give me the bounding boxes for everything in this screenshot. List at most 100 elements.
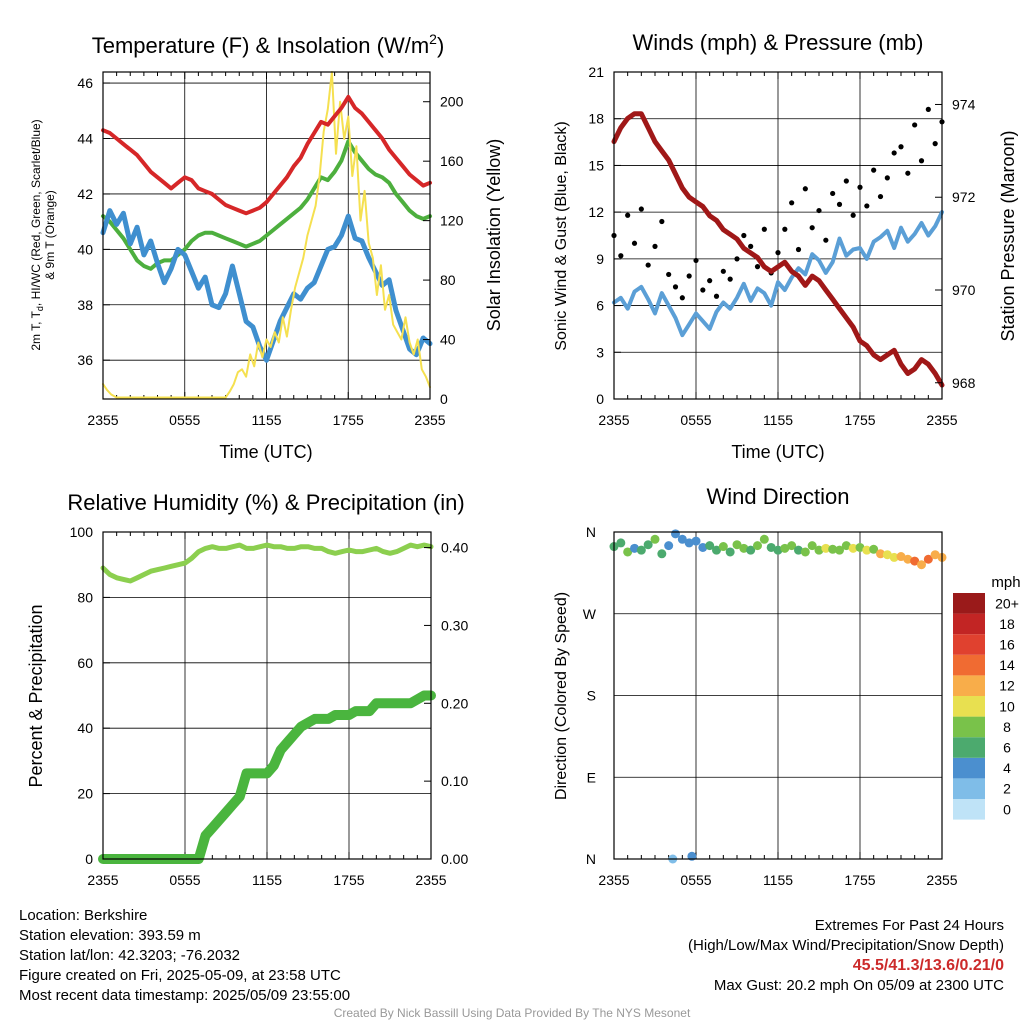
gust-point: [843, 178, 849, 184]
gust-point: [864, 203, 870, 209]
extremes-title: Extremes For Past 24 Hours: [814, 917, 1004, 934]
extremes-summary: Extremes For Past 24 Hours (High/Low/Max…: [688, 916, 1004, 996]
pressure-right-axis-label: Station Pressure (Maroon): [998, 130, 1018, 341]
y-right-tick-label: 200: [440, 94, 464, 110]
wind-panel-title: Winds (mph) & Pressure (mb): [633, 30, 924, 55]
y-right-tick-label: 0.10: [441, 773, 468, 789]
gust-point: [734, 256, 740, 262]
x-tick-label: 0555: [169, 872, 200, 888]
y-left-tick-label: 60: [77, 655, 93, 671]
temperature-axes-frame: [102, 71, 431, 400]
sonic-wind-line: [612, 210, 944, 338]
legend-color-swatch: [953, 778, 985, 799]
direction-grid: [613, 532, 943, 859]
legend-color-swatch: [953, 593, 985, 614]
y-right-tick-label: 970: [952, 282, 976, 298]
gust-point: [782, 226, 788, 232]
wind-direction-point: [725, 547, 735, 557]
y-right-tick-label: 0.30: [441, 617, 468, 633]
wind-direction-point: [630, 543, 639, 553]
direction-axes-frame: [613, 531, 943, 860]
x-tick-label: 0555: [680, 872, 711, 888]
y-right-tick-label: 0.00: [441, 851, 468, 867]
figure-created-time: Figure created on Fri, 2025-05-09, at 23…: [19, 967, 341, 984]
wind-left-axis-label: Sonic Wind & Gust (Blue, Black): [553, 121, 570, 350]
legend-level-label: 18: [999, 616, 1015, 632]
wind-direction-point: [917, 560, 926, 570]
wind-direction-point: [650, 534, 660, 544]
extremes-subtitle: (High/Low/Max Wind/Precipitation/Snow De…: [688, 937, 1004, 954]
wind-direction-point: [718, 542, 728, 552]
wind-direction-point: [643, 540, 653, 550]
station-pressure-line: [611, 111, 945, 388]
y-right-tick-label: 0: [440, 391, 448, 407]
wind-direction-point: [616, 538, 626, 548]
wind-direction-point: [766, 542, 776, 552]
legend-color-swatch: [953, 654, 985, 676]
wind-direction-point: [896, 552, 906, 562]
wind-direction-point: [705, 541, 715, 551]
wind-direction-point: [739, 543, 749, 553]
gust-point: [789, 200, 795, 206]
y-right-tick-label: 0.40: [441, 540, 468, 556]
gust-point: [932, 141, 938, 147]
y-left-tick-label: 46: [77, 75, 93, 91]
y-right-tick-label: 0.20: [441, 695, 468, 711]
y-left-tick-label: 18: [588, 111, 604, 127]
x-tick-label: 1755: [333, 412, 364, 428]
y-left-tick-label: 20: [77, 786, 93, 802]
legend-color-swatch: [953, 675, 985, 696]
wind-direction-point: [623, 547, 633, 557]
insolation-right-axis-label: Solar Insolation (Yellow): [484, 139, 504, 331]
gust-point: [857, 184, 863, 190]
x-tick-label: 2355: [926, 872, 957, 888]
wind-direction-point: [841, 541, 851, 551]
wind-panel: Winds (mph) & Pressure (mb) 2355 0555 1155…: [553, 30, 1018, 462]
station-info: Location: Berkshire Station elevation: 3…: [19, 906, 350, 1006]
y-left-tick-label: 38: [77, 297, 93, 313]
wind-direction-point: [712, 545, 721, 555]
y-left-tick-label: 40: [77, 720, 93, 736]
y-left-tick-label: 12: [588, 204, 604, 220]
y-right-tick-label: 968: [952, 375, 976, 391]
wind-direction-point: [862, 545, 872, 555]
x-tick-label: 0555: [680, 412, 711, 428]
x-tick-label: 2355: [926, 412, 957, 428]
x-tick-label: 2355: [598, 872, 629, 888]
heat-index-wind-chill-line: [100, 208, 433, 363]
x-tick-label: 0555: [169, 412, 200, 428]
gust-point: [625, 212, 631, 218]
gust-point: [693, 257, 699, 264]
direction-tick-label: N: [586, 851, 596, 867]
wind-direction-point: [814, 545, 824, 555]
gust-point: [795, 246, 802, 253]
gust-point: [618, 253, 624, 259]
wind-direction-point: [923, 554, 933, 564]
temperature-panel-title: Temperature (F) & Insolation (W/m2): [92, 31, 445, 58]
gust-point: [918, 158, 925, 164]
y-left-tick-label: 9: [596, 251, 604, 267]
y-left-tick-label: 3: [596, 344, 604, 360]
legend-level-label: 6: [1003, 740, 1011, 756]
wind-direction-point: [787, 541, 797, 551]
gust-point: [775, 250, 781, 256]
x-tick-label: 2355: [414, 412, 445, 428]
x-tick-label: 1155: [252, 872, 282, 888]
y-left-tick-label: 80: [77, 589, 93, 605]
wind-direction-point: [657, 549, 667, 559]
y-right-tick-label: 40: [440, 332, 456, 348]
gust-point: [877, 193, 884, 200]
temperature-line: [101, 94, 432, 216]
station-location: Location: Berkshire: [19, 907, 148, 924]
wind-axes-frame: [613, 71, 943, 400]
humidity-panel: Relative Humidity (%) & Precipitation (i…: [26, 490, 468, 888]
x-tick-label: 1155: [763, 412, 793, 428]
wind-direction-point: [855, 542, 865, 552]
gust-point: [631, 240, 638, 246]
solar-insolation-line: [102, 71, 431, 399]
wind-direction-point: [698, 542, 708, 552]
temperature-plot-area: [100, 71, 433, 399]
wind-direction-point: [903, 554, 913, 564]
